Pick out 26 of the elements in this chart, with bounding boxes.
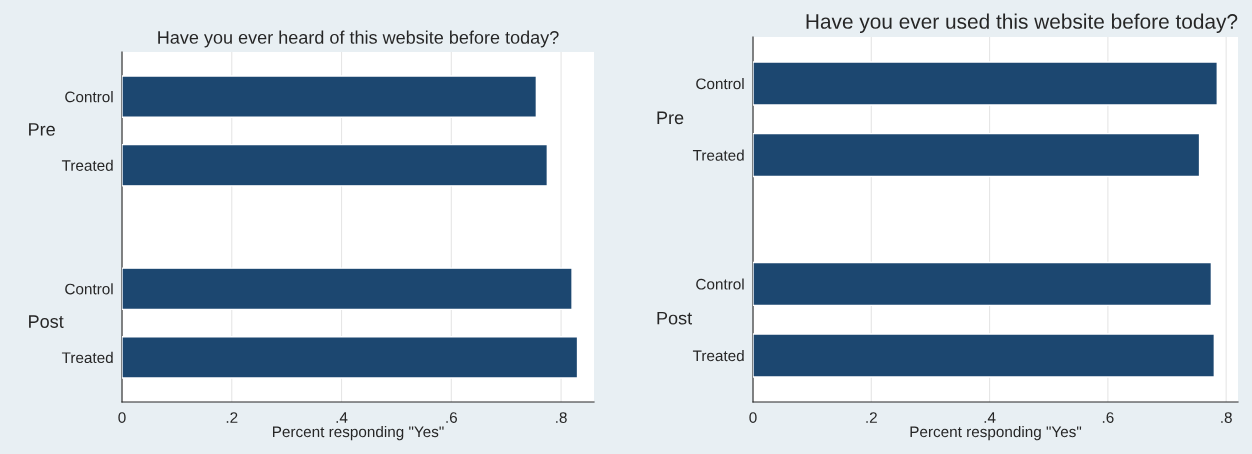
x-tick-label: 0 <box>749 412 757 423</box>
chart-title: Have you ever used this website before today? <box>806 13 1238 33</box>
x-tick-label: .2 <box>226 412 238 423</box>
y-tick-label: Treated <box>61 159 113 171</box>
y-tick-label: Control <box>65 283 113 295</box>
text: Pre <box>657 111 684 125</box>
x-tick-label: 0 <box>118 412 126 423</box>
x-tick-label: .4 <box>984 412 996 423</box>
chart-title: Have you ever heard of this website before today? <box>158 30 559 48</box>
x-tick-label: .6 <box>1102 412 1114 423</box>
x-tick-label: .8 <box>1221 412 1232 423</box>
y-tick-label: Control <box>696 278 744 290</box>
y-tick-label: Control <box>696 77 744 90</box>
x-axis-title: Percent responding "Yes" <box>273 425 444 441</box>
x-tick-label: .8 <box>556 412 567 423</box>
text: Post <box>657 311 692 325</box>
y-tick-label: Treated <box>692 349 744 362</box>
x-tick-label: .2 <box>866 412 877 423</box>
text: Post <box>29 315 64 328</box>
y-tick-label: Treated <box>692 149 744 161</box>
x-tick-label: .6 <box>446 412 457 423</box>
x-axis-title: Percent responding "Yes" <box>910 425 1082 441</box>
y-tick-label: Treated <box>61 351 113 364</box>
y-tick-label: Control <box>65 91 113 103</box>
text: Pre <box>29 123 55 136</box>
x-tick-label: .4 <box>336 412 348 423</box>
